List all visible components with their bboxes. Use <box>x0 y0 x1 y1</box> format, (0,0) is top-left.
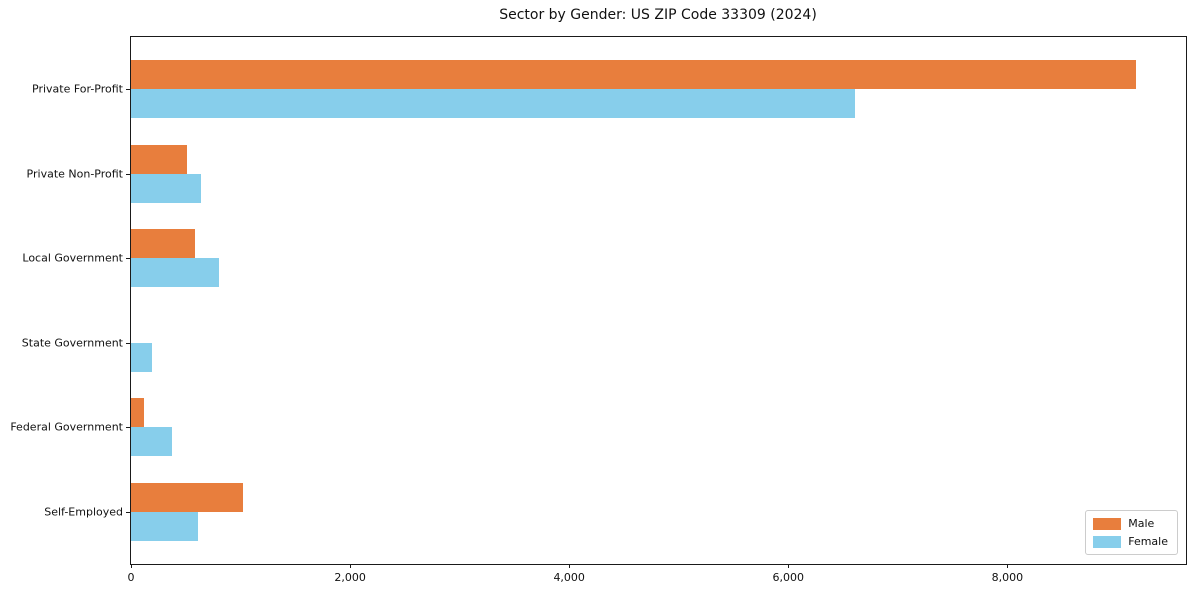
y-tick-label-private-non-profit: Private Non-Profit <box>26 167 123 181</box>
legend: Male Female <box>1085 510 1178 555</box>
bar-male-private-non-profit <box>131 144 187 174</box>
y-tick-mark <box>126 89 130 91</box>
y-tick-label-state-government: State Government <box>21 336 123 350</box>
x-tick-mark <box>131 564 132 568</box>
legend-swatch-female <box>1093 535 1122 548</box>
x-tick-mark <box>1007 564 1009 568</box>
y-tick-mark <box>126 342 130 344</box>
x-tick-label-0: 0 <box>127 571 135 584</box>
bar-female-federal-government <box>131 427 173 457</box>
bar-female-self-employed <box>131 511 198 541</box>
legend-swatch-male <box>1093 517 1122 530</box>
bar-female-private-non-profit <box>131 173 202 203</box>
x-tick-label-4-000: 4,000 <box>553 571 585 584</box>
x-tick-mark <box>569 564 571 568</box>
y-tick-label-self-employed: Self-Employed <box>44 505 123 519</box>
y-tick-mark <box>126 511 130 513</box>
x-tick-label-2-000: 2,000 <box>334 571 366 584</box>
bar-male-federal-government <box>131 398 145 428</box>
y-tick-mark <box>126 173 130 175</box>
x-tick-label-6-000: 6,000 <box>772 571 805 584</box>
y-tick-label-local-government: Local Government <box>22 251 123 265</box>
y-tick-label-federal-government: Federal Government <box>10 420 123 434</box>
chart-title: Sector by Gender: US ZIP Code 33309 (202… <box>499 7 817 23</box>
legend-label-male: Male <box>1128 517 1155 530</box>
bar-male-self-employed <box>131 482 243 512</box>
bar-male-local-government <box>131 229 196 259</box>
y-tick-mark <box>126 258 130 260</box>
bar-female-private-for-profit <box>131 89 856 119</box>
y-tick-label-private-for-profit: Private For-Profit <box>32 82 123 96</box>
x-tick-mark <box>788 564 790 568</box>
y-tick-mark <box>126 427 130 429</box>
plot-area: Private For-Profit Private Non-Profit Loca… <box>10 36 1187 584</box>
legend-item-male: Male <box>1093 517 1168 530</box>
bar-female-local-government <box>131 258 219 288</box>
bar-male-private-for-profit <box>131 60 1136 90</box>
x-tick-mark <box>350 564 352 568</box>
x-tick-label-8-000: 8,000 <box>991 571 1024 584</box>
legend-label-female: Female <box>1128 535 1168 548</box>
legend-item-female: Female <box>1093 535 1168 548</box>
bar-female-state-government <box>131 342 153 372</box>
